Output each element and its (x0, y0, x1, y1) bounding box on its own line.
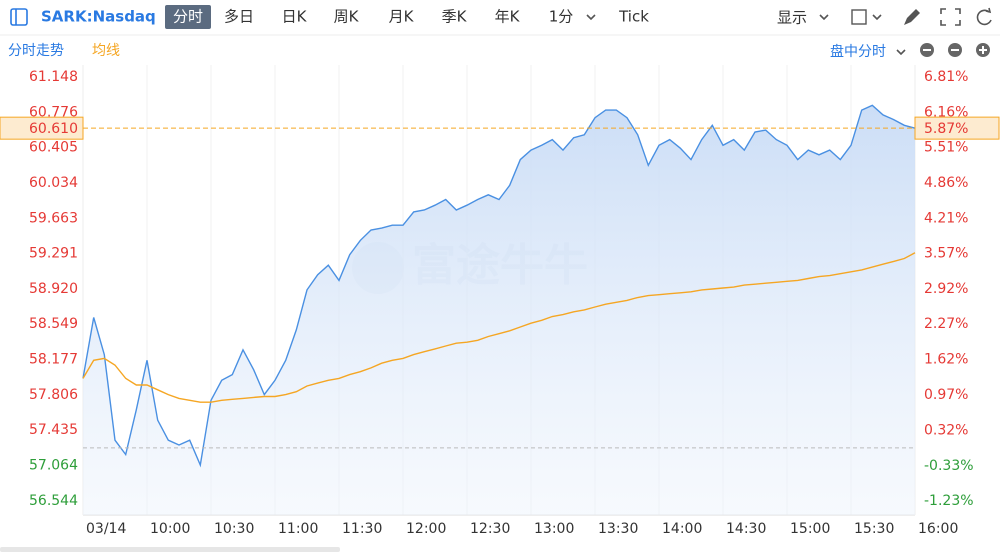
x-tick-label: 16:00 (918, 521, 958, 537)
x-tick-label: 10:30 (214, 521, 254, 537)
x-tick-label: 11:30 (342, 521, 382, 537)
x-tick-label: 14:00 (662, 521, 702, 537)
tab[interactable]: 日K (282, 8, 308, 26)
y-tick-label: 61.148 (29, 69, 78, 85)
y-tick-label: 60.776 (29, 104, 78, 120)
y2-tick-label: 3.57% (924, 245, 968, 261)
y-tick-label: 57.435 (29, 422, 78, 438)
dropdown-chevron[interactable] (872, 14, 882, 21)
y-tick-label: 57.806 (29, 387, 78, 403)
legend-series: 分时走势 (8, 43, 64, 59)
y2-tick-label: 0.32% (924, 422, 968, 438)
sidebar-toggle[interactable] (10, 8, 28, 26)
current-change-label: 5.87% (924, 121, 968, 137)
plot: 富途牛牛03/1410:0010:3011:0011:3012:0012:301… (0, 65, 1000, 537)
zoom-in-sign (979, 46, 987, 54)
x-tick-label: 14:30 (726, 521, 766, 537)
checkbox[interactable] (851, 9, 867, 25)
y2-tick-label: -1.23% (924, 493, 974, 509)
active-tab-bg (165, 5, 211, 29)
refresh-arrow (985, 7, 992, 14)
y2-tick-label: -0.33% (924, 458, 974, 474)
symbol[interactable]: SARK:Nasdaq (41, 8, 156, 26)
y2-tick-label: 6.81% (924, 69, 968, 85)
x-tick-label: 13:30 (598, 521, 638, 537)
current-change-box (914, 116, 1000, 140)
fullscreen[interactable] (940, 8, 961, 26)
draw-tool[interactable] (904, 9, 920, 25)
line (82, 252, 916, 403)
y2-tick-label: 2.92% (924, 281, 968, 297)
y2-tick-label: 4.86% (924, 175, 968, 191)
tab[interactable]: 周K (334, 8, 360, 26)
refresh[interactable] (976, 9, 992, 26)
dropdown-chevron[interactable] (819, 14, 829, 21)
dropdown-chevron[interactable] (586, 14, 596, 21)
y-tick-label: 60.405 (29, 140, 78, 156)
display-menu[interactable]: 显示 (777, 9, 807, 27)
current-price-box (0, 116, 84, 140)
tab[interactable]: 年K (495, 8, 521, 26)
x-tick-label: 15:30 (854, 521, 894, 537)
tab[interactable]: Tick (618, 8, 649, 26)
x-tick-label: 12:00 (406, 521, 446, 537)
x-tick-label: 03/14 (86, 521, 126, 537)
y-tick-label: 58.920 (29, 281, 78, 297)
x-tick-label: 12:30 (470, 521, 510, 537)
area (83, 105, 915, 516)
y2-tick-label: 2.27% (924, 316, 968, 332)
y-tick-label: 59.663 (29, 210, 78, 226)
y-tick-label: 56.544 (29, 493, 78, 509)
mode-menu[interactable]: 盘中分时 (830, 43, 886, 60)
tab[interactable]: 1分 (549, 8, 574, 26)
y-tick-label: 58.177 (29, 352, 78, 368)
y-tick-label: 58.549 (29, 316, 78, 332)
y2-tick-label: 5.51% (924, 140, 968, 156)
tab[interactable]: 月K (389, 8, 415, 26)
x-tick-label: 15:00 (790, 521, 830, 537)
line (82, 104, 916, 468)
x-tick-label: 10:00 (150, 521, 190, 537)
legend-series: 均线 (92, 43, 120, 59)
x-tick-label: 13:00 (534, 521, 574, 537)
tab[interactable]: 季K (442, 8, 468, 26)
dropdown-chevron[interactable] (896, 49, 906, 56)
y2-tick-label: 0.97% (924, 387, 968, 403)
tab[interactable]: 分时 (173, 8, 203, 26)
y2-tick-label: 1.62% (924, 352, 968, 368)
y-tick-label: 59.291 (29, 246, 78, 262)
y2-tick-label: 4.21% (924, 211, 968, 227)
scrollbar[interactable] (0, 547, 340, 552)
y2-tick-label: 6.16% (924, 104, 968, 120)
y-tick-label: 60.034 (29, 175, 78, 191)
current-price-label: 60.610 (29, 121, 78, 137)
y-tick-label: 57.064 (29, 458, 78, 474)
x-tick-label: 11:00 (278, 521, 318, 537)
tab[interactable]: 多日 (224, 8, 254, 26)
